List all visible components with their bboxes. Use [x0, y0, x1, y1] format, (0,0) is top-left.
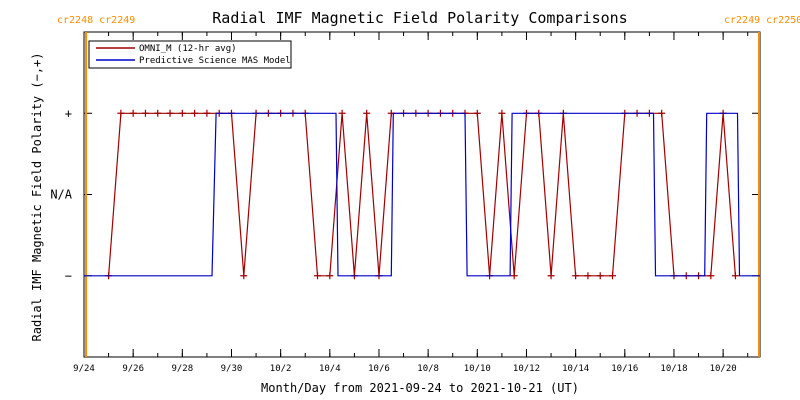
omni-data-point — [584, 272, 592, 280]
mas-series-line — [84, 112, 760, 277]
omni-data-point — [510, 272, 518, 280]
legend-box — [88, 40, 292, 69]
omni-data-point — [473, 109, 481, 117]
omni-data-point — [129, 109, 137, 117]
omni-data-point — [338, 109, 346, 117]
omni-data-point — [178, 109, 186, 117]
chart-title: Radial IMF Magnetic Field Polarity Compa… — [212, 9, 627, 27]
x-tick-label: 10/20 — [710, 364, 737, 374]
plot-area: 9/24 9/26 9/28 9/30 10/2 10/4 10/6 10/8 10/10 10/… — [50, 31, 761, 374]
y-tick-label: + — [65, 106, 72, 120]
x-tick-label: 10/2 — [270, 364, 292, 374]
x-axis-label: Month/Day from 2021-09-24 to 2021-10-21 … — [261, 381, 579, 395]
x-tick-label: 9/24 — [73, 364, 95, 374]
x-tick-label: 9/28 — [171, 364, 193, 374]
carrington-label-right: cr2249 cr2250 — [724, 15, 800, 26]
x-tick-label: 9/30 — [221, 364, 243, 374]
legend: OMNI_M (12-hr avg) Predictive Science MA… — [88, 40, 292, 69]
x-tick-label: 9/26 — [122, 364, 144, 374]
omni-data-point — [707, 272, 715, 280]
omni-data-point — [117, 109, 125, 117]
omni-data-point — [572, 272, 580, 280]
omni-data-point — [609, 272, 617, 280]
x-tick-label: 10/14 — [562, 364, 589, 374]
omni-data-point — [203, 109, 211, 117]
x-tick-label: 10/4 — [319, 364, 341, 374]
omni-data-point — [498, 109, 506, 117]
omni-data-point — [658, 109, 666, 117]
y-tick-label: − — [65, 269, 72, 283]
omni-data-point — [314, 272, 322, 280]
omni-data-point — [141, 109, 149, 117]
legend-label-omni: OMNI_M (12-hr avg) — [139, 44, 237, 54]
omni-data-point — [191, 109, 199, 117]
x-tick-label: 10/10 — [464, 364, 491, 374]
y-tick-label: N/A — [50, 188, 72, 202]
legend-label-mas: Predictive Science MAS Model — [139, 56, 291, 66]
x-tick-label: 10/6 — [368, 364, 390, 374]
x-tick-label: 10/12 — [513, 364, 540, 374]
omni-data-point — [596, 272, 604, 280]
x-tick-label: 10/18 — [660, 364, 687, 374]
carrington-label-left: cr2248 cr2249 — [57, 15, 135, 26]
omni-data-point — [240, 272, 248, 280]
omni-data-point — [326, 272, 334, 280]
omni-data-point — [154, 109, 162, 117]
omni-data-point — [547, 272, 555, 280]
x-tick-label: 10/16 — [611, 364, 638, 374]
omni-data-point — [731, 272, 739, 280]
x-tick-label: 10/8 — [417, 364, 439, 374]
y-axis-label: Radial IMF Magnetic Field Polarity (−,+) — [30, 53, 44, 342]
omni-data-point — [363, 109, 371, 117]
omni-data-point — [166, 109, 174, 117]
